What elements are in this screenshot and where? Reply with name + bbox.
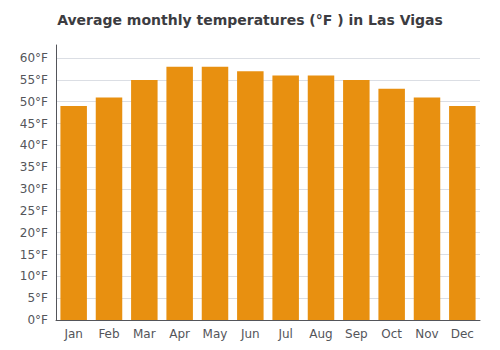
svg-text:35°F: 35°F: [20, 160, 48, 174]
svg-text:25°F: 25°F: [20, 204, 48, 218]
svg-text:Apr: Apr: [169, 327, 190, 341]
svg-text:Oct: Oct: [381, 327, 402, 341]
svg-text:10°F: 10°F: [20, 269, 48, 283]
svg-text:Feb: Feb: [98, 327, 119, 341]
svg-text:Dec: Dec: [451, 327, 474, 341]
svg-text:60°F: 60°F: [20, 51, 48, 65]
svg-text:Jul: Jul: [277, 327, 292, 341]
svg-text:30°F: 30°F: [20, 182, 48, 196]
svg-text:Sep: Sep: [345, 327, 368, 341]
svg-text:May: May: [203, 327, 228, 341]
svg-text:Nov: Nov: [415, 327, 438, 341]
svg-text:55°F: 55°F: [20, 73, 48, 87]
svg-text:50°F: 50°F: [20, 95, 48, 109]
svg-text:15°F: 15°F: [20, 248, 48, 262]
svg-text:0°F: 0°F: [27, 313, 48, 327]
svg-text:20°F: 20°F: [20, 226, 48, 240]
svg-text:Mar: Mar: [133, 327, 156, 341]
svg-text:Average monthly temperatures (: Average monthly temperatures (°F ) in La…: [57, 12, 443, 28]
svg-text:Jan: Jan: [63, 327, 83, 341]
svg-text:45°F: 45°F: [20, 117, 48, 131]
svg-text:Jun: Jun: [240, 327, 260, 341]
svg-text:40°F: 40°F: [20, 138, 48, 152]
svg-text:5°F: 5°F: [27, 291, 48, 305]
svg-text:Aug: Aug: [309, 327, 332, 341]
